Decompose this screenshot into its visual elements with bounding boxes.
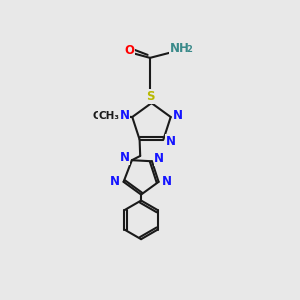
Text: O: O <box>124 44 134 57</box>
Text: N: N <box>166 135 176 148</box>
Text: N: N <box>173 109 183 122</box>
Text: N: N <box>107 110 117 123</box>
Text: CH₃: CH₃ <box>99 111 120 121</box>
Text: 2: 2 <box>186 45 192 54</box>
Text: N: N <box>119 151 129 164</box>
Text: CH₃: CH₃ <box>92 111 113 122</box>
Text: N: N <box>154 152 164 165</box>
Text: N: N <box>162 176 172 188</box>
Text: N: N <box>110 176 120 188</box>
Text: N: N <box>120 109 130 122</box>
Text: S: S <box>146 90 154 103</box>
Text: NH: NH <box>170 42 190 55</box>
